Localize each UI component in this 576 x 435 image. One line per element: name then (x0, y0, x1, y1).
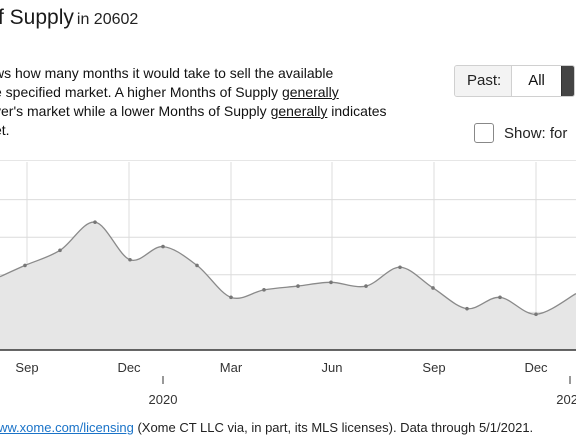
data-point (58, 248, 62, 253)
footer-attribution: ww.xome.com/licensing (Xome CT LLC via, … (0, 420, 533, 435)
x-tick-label: Sep (422, 360, 445, 375)
emphasis-generally: generally (281, 84, 339, 100)
description-line: e specified market. A higher Months of S… (0, 84, 282, 100)
data-point (93, 220, 97, 224)
range-all-button[interactable]: All (511, 66, 561, 96)
data-point (229, 295, 233, 300)
series-area (0, 222, 576, 350)
x-tick-label: Dec (117, 360, 141, 375)
data-point (23, 263, 27, 268)
data-point (364, 284, 368, 288)
chart-top-divider (0, 160, 576, 161)
location-label: in 20602 (76, 11, 139, 28)
data-point (329, 280, 333, 285)
emphasis-generally: generally (270, 103, 328, 119)
series-points (23, 220, 538, 317)
year-label: 2020 (149, 392, 178, 407)
time-range-selector: Past: All (454, 65, 575, 97)
series-line (0, 221, 576, 315)
page-title: f Supply in 20602 (0, 6, 138, 30)
licensing-link[interactable]: ww.xome.com/licensing (0, 420, 134, 435)
data-point (128, 257, 132, 262)
description-line: yer's market while a lower Months of Sup… (0, 103, 271, 119)
x-tick-label: Mar (220, 360, 243, 375)
data-point (262, 288, 266, 292)
description: ws how many months it would take to sell… (0, 64, 434, 140)
data-point (398, 265, 402, 270)
description-line: et. (0, 122, 10, 138)
data-point (296, 284, 300, 288)
data-point (534, 312, 538, 317)
description-line: ws how many months it would take to sell… (0, 65, 334, 81)
data-point (498, 295, 502, 300)
data-point (161, 244, 165, 249)
past-label: Past: (455, 66, 512, 96)
data-point (195, 263, 199, 268)
x-year-labels: 2020 202 (149, 376, 576, 407)
data-point (465, 306, 469, 311)
show-toggle-row: Show: for (474, 123, 567, 143)
show-checkbox[interactable] (474, 123, 494, 143)
footer-text: (Xome CT LLC via, in part, its MLS licen… (133, 420, 534, 435)
data-point (431, 286, 435, 290)
year-label: 202 (556, 392, 576, 407)
range-selected-button[interactable] (560, 66, 574, 96)
x-month-labels: Sep Dec Mar Jun Sep Dec (15, 360, 548, 375)
show-label: Show: for (504, 124, 568, 142)
x-tick-label: Sep (15, 360, 38, 375)
x-tick-label: Dec (524, 360, 548, 375)
description-line: indicates (327, 103, 387, 119)
x-tick-label: Jun (322, 360, 343, 375)
page-title-text: f Supply (0, 6, 74, 29)
